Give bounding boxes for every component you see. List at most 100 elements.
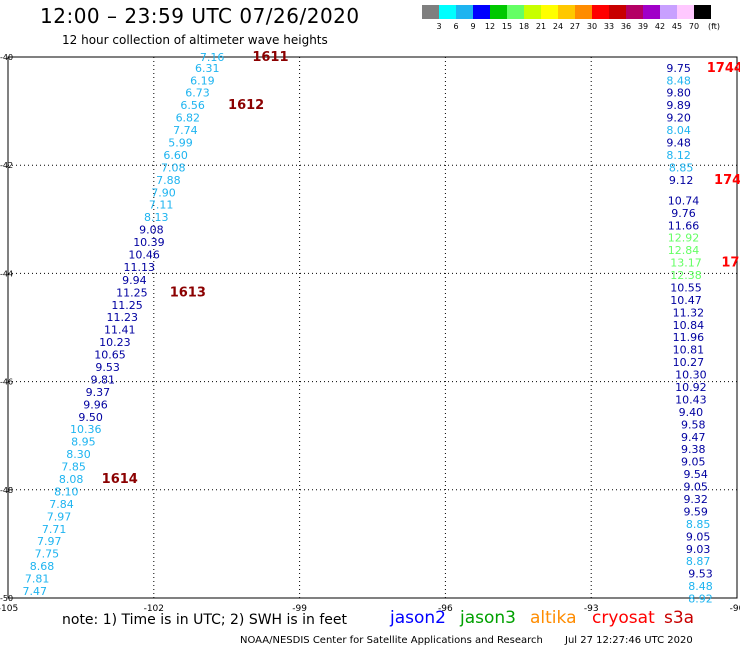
wave-height-label: 9.80 <box>666 87 691 100</box>
wave-height-label: 8.13 <box>144 211 169 224</box>
wave-height-label: 9.05 <box>681 456 706 469</box>
time-label: 1612 <box>228 98 264 113</box>
legend-label: 36 <box>620 22 632 31</box>
wave-height-label: 11.96 <box>673 331 705 344</box>
wave-height-label: 9.76 <box>671 207 696 220</box>
wave-height-label: 10.92 <box>675 381 707 394</box>
wave-height-label: 9.05 <box>686 530 711 543</box>
wave-height-label: 6.31 <box>195 62 220 75</box>
wave-height-label: 9.89 <box>666 99 691 112</box>
lat-tick-label: -48 <box>0 486 13 495</box>
wave-height-label: 8.04 <box>666 124 691 137</box>
wave-height-label: 9.32 <box>683 493 708 506</box>
wave-height-label: 9.38 <box>681 443 706 456</box>
wave-height-label: 6.73 <box>185 87 210 100</box>
wave-height-label: 7.74 <box>173 124 198 137</box>
wave-height-label: 12.38 <box>670 269 702 282</box>
wave-height-label: 7.08 <box>161 161 186 174</box>
footer-note: note: 1) Time is in UTC; 2) SWH is in fe… <box>62 612 348 628</box>
legend-swatch <box>558 5 575 19</box>
wave-height-label: 10.43 <box>675 393 707 406</box>
legend-swatch <box>677 5 694 19</box>
wave-height-label: 13.17 <box>670 257 702 270</box>
legend-label: 30 <box>586 22 598 31</box>
wave-height-label: 10.55 <box>670 281 702 294</box>
wave-height-label: 9.54 <box>683 468 708 481</box>
time-label: 1744 <box>707 61 740 76</box>
wave-height-label: 9.58 <box>681 418 706 431</box>
wave-height-label: 10.30 <box>675 369 707 382</box>
wave-height-label: 10.47 <box>670 294 702 307</box>
wave-height-label: 9.03 <box>686 543 711 556</box>
wave-height-label: 9.37 <box>86 386 111 399</box>
legend-label: 70 <box>688 22 700 31</box>
wave-height-label: 11.32 <box>673 306 705 319</box>
wave-height-label: 9.53 <box>95 361 120 374</box>
wave-height-label: 11.25 <box>111 299 143 312</box>
timestamp-text: Jul 27 12:27:46 UTC 2020 <box>565 635 693 646</box>
wave-height-label: 7.81 <box>25 573 50 586</box>
legend-swatch <box>592 5 609 19</box>
wave-height-label: 9.08 <box>139 224 164 237</box>
legend-label: 33 <box>603 22 615 31</box>
time-label: 1614 <box>102 472 138 487</box>
wave-height-label: 11.23 <box>106 311 138 324</box>
wave-height-label: 12.84 <box>668 244 700 257</box>
lon-tick-label: -105 <box>0 604 18 614</box>
wave-height-label: 7.75 <box>35 548 60 561</box>
wave-height-label: 12.92 <box>668 232 700 245</box>
wave-height-label: 10.46 <box>128 248 160 261</box>
wave-height-label: 6.82 <box>176 112 201 125</box>
wave-height-label: 8.12 <box>666 149 691 162</box>
legend-swatch <box>660 5 677 19</box>
wave-height-label: 7.71 <box>42 523 67 536</box>
wave-height-label: 6.19 <box>190 74 215 87</box>
wave-height-label: 7.85 <box>61 461 86 474</box>
legend-label: 18 <box>518 22 530 31</box>
legend-swatch <box>439 5 456 19</box>
wave-height-label: 8.30 <box>66 448 91 461</box>
wave-height-label: 7.88 <box>156 174 181 187</box>
lat-tick-label: -40 <box>0 53 13 62</box>
wave-height-label: 5.99 <box>168 136 193 149</box>
wave-height-label: 9.75 <box>666 62 691 75</box>
satellite-name-altika: altika <box>530 608 577 628</box>
wave-height-label: 9.96 <box>83 398 108 411</box>
wave-height-label: 10.23 <box>99 336 131 349</box>
time-label: 1611 <box>252 50 288 65</box>
wave-height-label: 8.92 <box>688 593 713 606</box>
lon-tick-label: -90 <box>730 604 740 614</box>
legend-swatch <box>456 5 473 19</box>
wave-height-label: 9.59 <box>683 505 708 518</box>
lat-tick-label: -42 <box>0 161 13 170</box>
wave-height-label: 11.25 <box>116 286 148 299</box>
wave-height-label: 9.12 <box>669 174 694 187</box>
wave-height-label: 7.16 <box>200 51 225 64</box>
wave-height-label: 9.47 <box>681 431 706 444</box>
legend-swatch <box>609 5 626 19</box>
credit-text: NOAA/NESDIS Center for Satellite Applica… <box>240 635 543 646</box>
wave-height-label: 10.39 <box>133 236 165 249</box>
lon-tick-label: -96 <box>438 604 453 614</box>
time-label: 1743 <box>714 173 740 188</box>
legend-label: 42 <box>654 22 666 31</box>
wave-height-label: 7.11 <box>149 199 174 212</box>
legend-label: 27 <box>569 22 581 31</box>
wave-height-label: 10.36 <box>70 423 102 436</box>
wave-height-label: 9.94 <box>122 274 147 287</box>
wave-height-label: 8.48 <box>688 580 713 593</box>
legend-label: 6 <box>453 22 459 31</box>
wave-height-label: 10.27 <box>673 356 705 369</box>
legend-swatch <box>422 5 439 19</box>
wave-height-label: 7.97 <box>37 535 62 548</box>
wave-height-label: 8.85 <box>686 518 711 531</box>
legend-label: 21 <box>535 22 547 31</box>
legend-label: 39 <box>637 22 649 31</box>
wave-height-label: 10.81 <box>673 344 705 357</box>
wave-height-label: 8.08 <box>59 473 84 486</box>
legend-label: 3 <box>436 22 442 31</box>
wave-height-label: 9.81 <box>91 373 116 386</box>
wave-height-label: 7.97 <box>47 510 72 523</box>
